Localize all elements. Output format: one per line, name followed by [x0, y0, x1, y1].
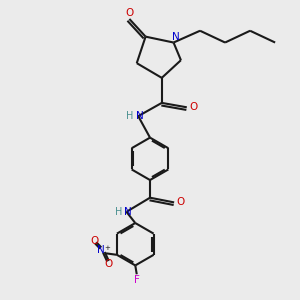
Text: H: H — [115, 207, 122, 217]
Text: +: + — [104, 245, 110, 251]
Text: O: O — [176, 197, 185, 207]
Text: O: O — [189, 102, 197, 112]
Text: N: N — [124, 207, 132, 217]
Text: N: N — [136, 111, 144, 121]
Text: O: O — [125, 8, 134, 18]
Text: N: N — [172, 32, 180, 42]
Text: N: N — [98, 245, 105, 255]
Text: O: O — [90, 236, 98, 246]
Text: F: F — [134, 274, 140, 285]
Text: H: H — [126, 111, 134, 121]
Text: O: O — [105, 259, 113, 269]
